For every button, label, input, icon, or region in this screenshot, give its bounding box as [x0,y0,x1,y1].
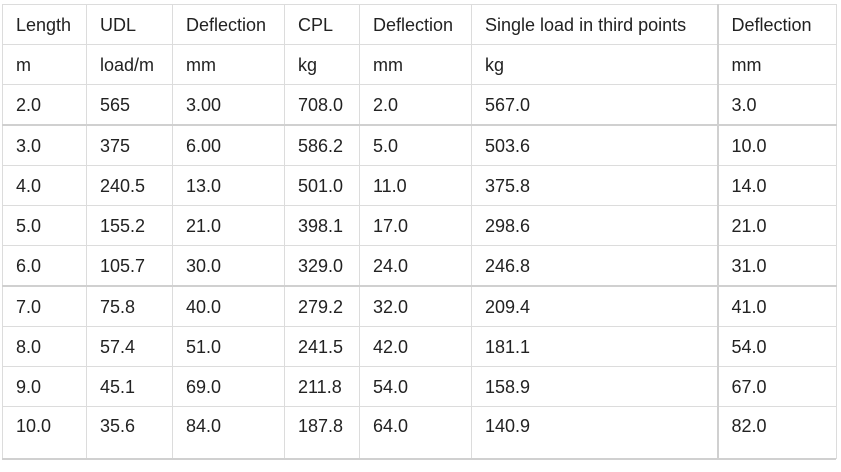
cell-cpl: 187.8 [284,406,360,459]
table-bottom-border [2,458,836,460]
cell-third-point-deflection: 14.0 [716,165,837,206]
cell-cpl: 279.2 [284,285,360,327]
cell-third-point-deflection: mm [716,44,837,85]
cell-cpl-deflection: 42.0 [359,326,472,367]
cell-udl: 35.6 [86,406,173,459]
cell-udl-deflection: 40.0 [172,285,285,327]
cell-third-point-load: 298.6 [471,205,718,246]
cell-udl-deflection: 84.0 [172,406,285,459]
cell-cpl: 586.2 [284,124,360,166]
cell-length: Length [2,4,87,45]
cell-udl-deflection: 51.0 [172,326,285,367]
header-row: Length UDL Deflection CPL Deflection Single l… [2,4,837,45]
cell-cpl-deflection: 2.0 [359,84,472,126]
units-row: m load/m mm kg mm kg mm [2,44,837,85]
cell-third-point-load: Single load in third points [471,4,718,45]
cell-cpl-deflection: 24.0 [359,245,472,287]
cell-udl: UDL [86,4,173,45]
cell-third-point-deflection: 67.0 [716,366,837,407]
table-body: Length UDL Deflection CPL Deflection Single l… [2,4,837,459]
load-deflection-table: Length UDL Deflection CPL Deflection Single l… [2,4,837,459]
table-row: 8.0 57.4 51.0 241.5 42.0 181.1 54.0 [2,326,837,367]
cell-udl-deflection: 21.0 [172,205,285,246]
table-row: 7.0 75.8 40.0 279.2 32.0 209.4 41.0 [2,285,837,327]
cell-third-point-load: 375.8 [471,165,718,206]
cell-third-point-load: 503.6 [471,124,718,166]
cell-cpl: 211.8 [284,366,360,407]
table-row: 9.0 45.1 69.0 211.8 54.0 158.9 67.0 [2,366,837,407]
cell-cpl-deflection: 5.0 [359,124,472,166]
cell-length: 7.0 [2,285,87,327]
cell-cpl: 241.5 [284,326,360,367]
cell-udl: 240.5 [86,165,173,206]
cell-udl: 155.2 [86,205,173,246]
cell-cpl-deflection: 17.0 [359,205,472,246]
cell-udl: 565 [86,84,173,126]
cell-cpl: kg [284,44,360,85]
cell-cpl: 501.0 [284,165,360,206]
cell-udl: 105.7 [86,245,173,287]
cell-udl-deflection: 30.0 [172,245,285,287]
cell-third-point-load: 140.9 [471,406,718,459]
cell-third-point-load: kg [471,44,718,85]
cell-cpl-deflection: 32.0 [359,285,472,327]
cell-length: 8.0 [2,326,87,367]
cell-cpl-deflection: Deflection [359,4,472,45]
cell-udl: load/m [86,44,173,85]
cell-cpl: 398.1 [284,205,360,246]
cell-length: 10.0 [2,406,87,459]
table-row: 5.0 155.2 21.0 398.1 17.0 298.6 21.0 [2,205,837,246]
cell-cpl: CPL [284,4,360,45]
cell-length: 3.0 [2,124,87,166]
cell-third-point-load: 158.9 [471,366,718,407]
cell-cpl-deflection: 11.0 [359,165,472,206]
load-deflection-table-container: Length UDL Deflection CPL Deflection Single l… [2,4,837,459]
cell-udl-deflection: 13.0 [172,165,285,206]
cell-third-point-deflection: 31.0 [716,245,837,287]
cell-cpl-deflection: 54.0 [359,366,472,407]
cell-third-point-deflection: 10.0 [716,124,837,166]
cell-udl-deflection: Deflection [172,4,285,45]
cell-third-point-deflection: 54.0 [716,326,837,367]
cell-udl-deflection: 3.00 [172,84,285,126]
cell-third-point-deflection: Deflection [716,4,837,45]
cell-third-point-load: 246.8 [471,245,718,287]
cell-length: 9.0 [2,366,87,407]
cell-cpl-deflection: mm [359,44,472,85]
cell-third-point-deflection: 41.0 [716,285,837,327]
table-row: 10.0 35.6 84.0 187.8 64.0 140.9 82.0 [2,406,837,459]
cell-cpl: 708.0 [284,84,360,126]
cell-length: 5.0 [2,205,87,246]
cell-length: m [2,44,87,85]
cell-udl-deflection: 69.0 [172,366,285,407]
cell-third-point-deflection: 21.0 [716,205,837,246]
cell-length: 6.0 [2,245,87,287]
table-row: 4.0 240.5 13.0 501.0 11.0 375.8 14.0 [2,165,837,206]
cell-third-point-load: 209.4 [471,285,718,327]
cell-udl: 57.4 [86,326,173,367]
cell-third-point-load: 567.0 [471,84,718,126]
table-row: 6.0 105.7 30.0 329.0 24.0 246.8 31.0 [2,245,837,287]
table-row: 3.0 375 6.00 586.2 5.0 503.6 10.0 [2,124,837,166]
cell-udl-deflection: 6.00 [172,124,285,166]
cell-length: 4.0 [2,165,87,206]
cell-third-point-deflection: 82.0 [716,406,837,459]
cell-cpl: 329.0 [284,245,360,287]
cell-udl: 375 [86,124,173,166]
cell-length: 2.0 [2,84,87,126]
cell-third-point-load: 181.1 [471,326,718,367]
cell-udl: 45.1 [86,366,173,407]
cell-udl: 75.8 [86,285,173,327]
cell-cpl-deflection: 64.0 [359,406,472,459]
cell-third-point-deflection: 3.0 [716,84,837,126]
table-row: 2.0 565 3.00 708.0 2.0 567.0 3.0 [2,84,837,126]
cell-udl-deflection: mm [172,44,285,85]
